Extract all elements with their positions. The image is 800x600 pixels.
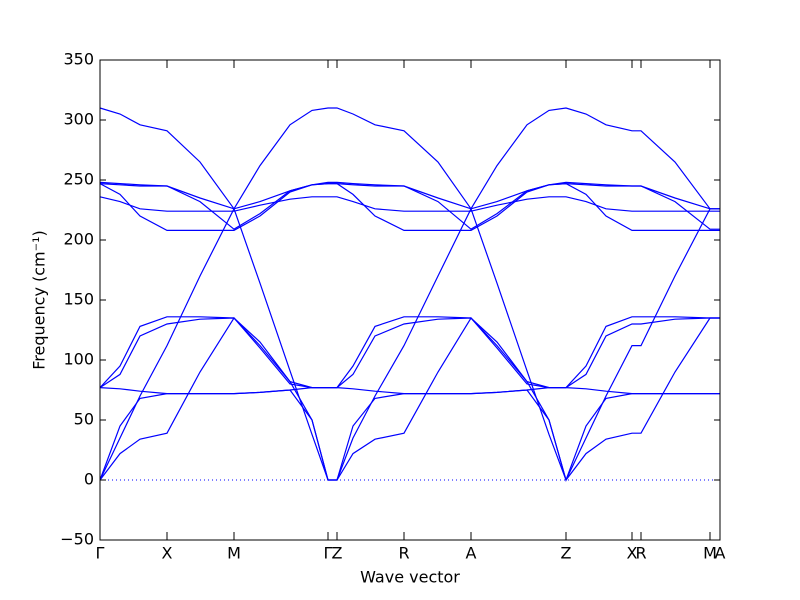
band-line <box>99 182 720 231</box>
y-tick-label: 200 <box>63 230 94 249</box>
x-tick-label: Z <box>561 544 572 563</box>
y-tick-label: −50 <box>60 530 94 549</box>
y-tick-label: 300 <box>63 110 94 129</box>
x-tick-label: M <box>227 544 241 563</box>
band-line <box>99 207 720 482</box>
y-tick-label: 350 <box>63 50 94 69</box>
y-axis-label: Frequency (cm⁻¹) <box>30 230 49 369</box>
x-tick-label: A <box>715 544 726 563</box>
x-tick-label: R <box>398 544 409 563</box>
x-tick-label: R <box>635 544 646 563</box>
y-tick-label: 250 <box>63 170 94 189</box>
band-line <box>99 387 720 395</box>
x-tick-label: M <box>703 544 717 563</box>
plot-frame <box>99 59 721 541</box>
x-tick-label: Γ <box>324 544 333 563</box>
x-tick-label: A <box>466 544 477 563</box>
band-line <box>99 317 720 389</box>
band-line <box>99 317 720 482</box>
y-tick-label: 50 <box>74 410 94 429</box>
y-tick-label: 100 <box>63 350 94 369</box>
band-line <box>99 316 720 389</box>
x-tick-label: Γ <box>96 544 105 563</box>
x-tick-label: X <box>162 544 173 563</box>
x-axis-label: Wave vector <box>360 568 460 587</box>
y-tick-label: 0 <box>84 470 94 489</box>
band-line <box>99 107 720 210</box>
y-tick-label: 150 <box>63 290 94 309</box>
band-line <box>99 181 720 210</box>
x-tick-label: X <box>627 544 638 563</box>
x-tick-label: Z <box>332 544 343 563</box>
